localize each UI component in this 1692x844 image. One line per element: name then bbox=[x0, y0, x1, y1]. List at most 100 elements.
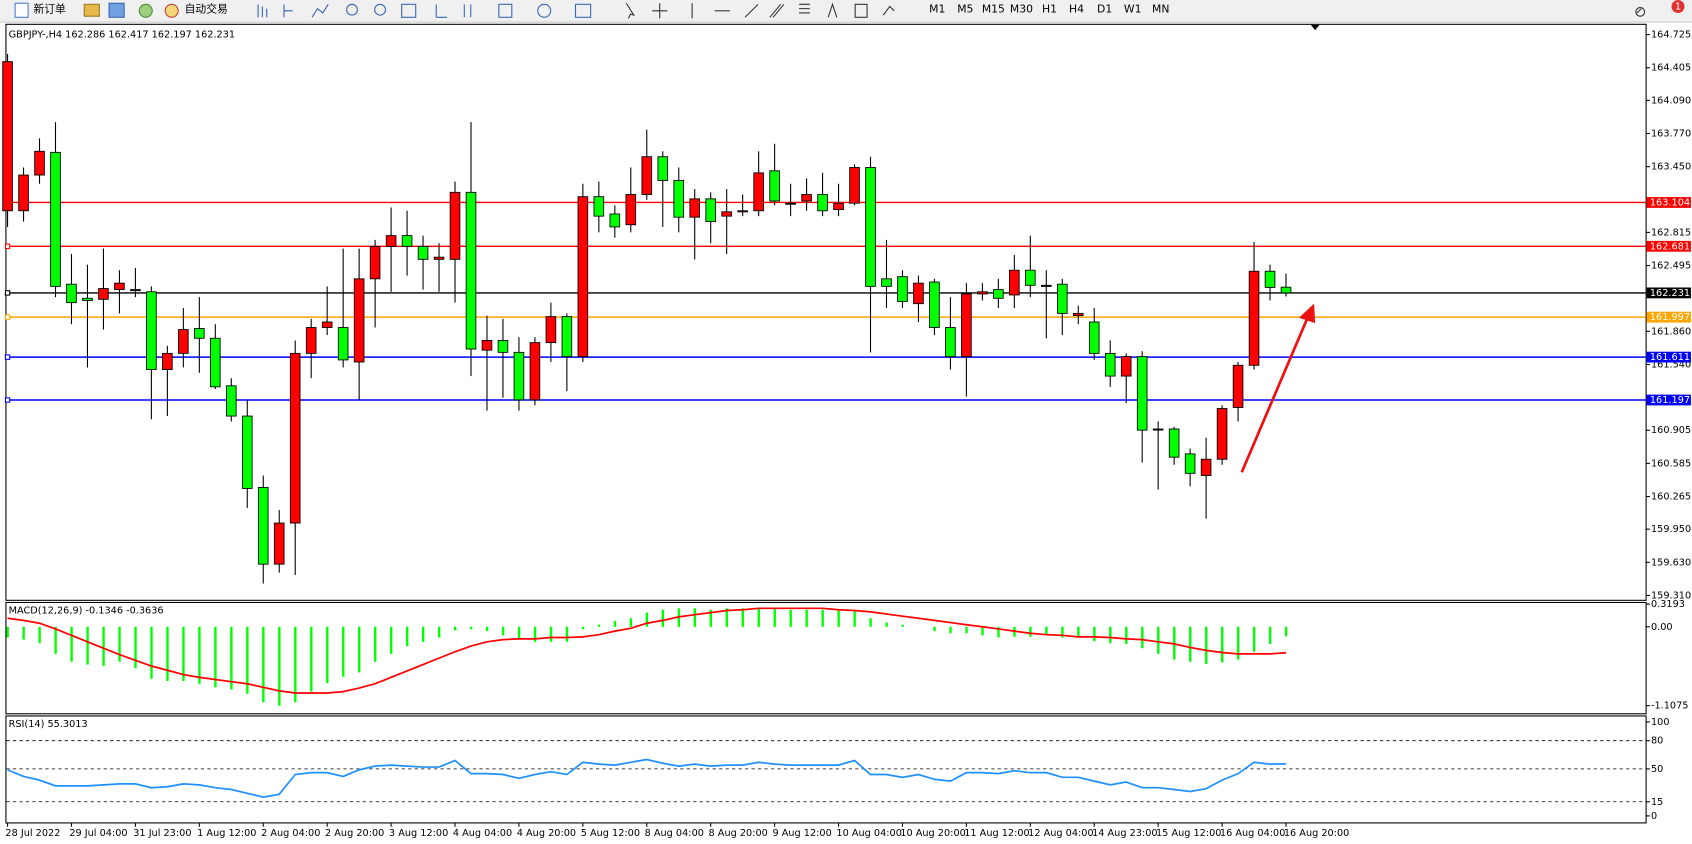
macd-bar bbox=[453, 626, 457, 631]
candle-body bbox=[513, 351, 525, 401]
macd-bar bbox=[86, 626, 89, 665]
macd-bar bbox=[390, 626, 393, 654]
candle-body bbox=[1072, 312, 1084, 317]
timeframe-button[interactable]: M30 bbox=[1010, 3, 1033, 16]
macd-bar bbox=[965, 626, 968, 634]
icon[interactable] bbox=[827, 2, 838, 18]
candle-body bbox=[849, 167, 860, 204]
macd-bar bbox=[533, 626, 537, 642]
icon[interactable] bbox=[311, 4, 329, 18]
y-tick-label: 160.905 bbox=[1651, 425, 1691, 436]
x-tick-label: 12 Aug 04:00 bbox=[1028, 828, 1094, 839]
y-tick-label: 164.405 bbox=[1651, 63, 1691, 74]
icon[interactable] bbox=[463, 4, 472, 18]
candle-body bbox=[225, 385, 237, 417]
candle-body bbox=[593, 196, 605, 217]
macd-bar bbox=[469, 626, 473, 629]
icon[interactable] bbox=[625, 2, 636, 19]
candle-body bbox=[1025, 269, 1036, 286]
candle-body bbox=[66, 283, 77, 304]
icon[interactable] bbox=[652, 3, 668, 19]
macd-bar bbox=[725, 608, 728, 627]
macd-bar bbox=[1109, 626, 1112, 644]
y-tick-label: 50 bbox=[1651, 764, 1663, 775]
candle-body bbox=[481, 340, 493, 351]
candle-body bbox=[465, 191, 477, 350]
notification-badge[interactable] bbox=[1671, 0, 1685, 13]
macd-bar bbox=[230, 626, 233, 690]
macd-bar bbox=[1093, 626, 1096, 642]
timeframe-button[interactable]: MN bbox=[1152, 3, 1169, 16]
icon[interactable] bbox=[744, 3, 759, 18]
icon[interactable] bbox=[498, 3, 513, 18]
macd-bar bbox=[118, 626, 121, 662]
icon[interactable] bbox=[769, 3, 785, 18]
search-icon[interactable] bbox=[1635, 7, 1646, 17]
icon[interactable] bbox=[854, 3, 868, 18]
y-tick-label: 0.3193 bbox=[1651, 599, 1685, 610]
icon[interactable] bbox=[83, 3, 100, 17]
icon[interactable] bbox=[257, 4, 268, 18]
icon[interactable] bbox=[138, 3, 153, 18]
icon[interactable] bbox=[401, 3, 417, 18]
macd-bar bbox=[869, 618, 872, 627]
candle-body bbox=[993, 289, 1004, 299]
macd-bar bbox=[501, 626, 505, 636]
icon[interactable] bbox=[574, 3, 592, 18]
macd-panel bbox=[5, 601, 1647, 715]
candle-body bbox=[1152, 428, 1164, 431]
candle-body bbox=[1056, 283, 1068, 314]
level-label: 162.681 bbox=[1650, 241, 1690, 252]
level-label-bg bbox=[1646, 197, 1691, 208]
macd-bar bbox=[693, 608, 697, 627]
candle-body bbox=[385, 235, 397, 247]
candle-body bbox=[433, 256, 445, 260]
auto-trading-button[interactable]: 自动交易 bbox=[164, 2, 228, 18]
timeframe-button[interactable]: H4 bbox=[1069, 3, 1084, 16]
timeframe-bar: M1 M5 M15 M30 H1 H4 D1 W1 MN bbox=[929, 3, 1169, 16]
x-tick-label: 31 Jul 23:00 bbox=[133, 828, 191, 839]
macd-bar bbox=[901, 624, 904, 627]
macd-bar bbox=[1077, 626, 1080, 638]
candle-body bbox=[369, 245, 381, 280]
macd-bar bbox=[1125, 626, 1128, 644]
level-marker bbox=[4, 397, 11, 403]
candle-body bbox=[305, 327, 317, 354]
candle-body bbox=[833, 202, 844, 211]
icon[interactable] bbox=[374, 3, 387, 16]
macd-bar bbox=[853, 610, 856, 627]
icon[interactable] bbox=[346, 3, 358, 16]
candle-body bbox=[737, 210, 748, 213]
new-order-button[interactable]: 新订单 bbox=[14, 2, 66, 18]
timeframe-button[interactable]: M5 bbox=[957, 3, 973, 16]
price-panel bbox=[5, 23, 1647, 601]
timeframe-button[interactable]: M15 bbox=[982, 3, 1005, 16]
macd-bar bbox=[1284, 626, 1288, 637]
candle-body bbox=[689, 198, 701, 218]
x-tick-label: 29 Jul 04:00 bbox=[69, 828, 127, 839]
icon[interactable] bbox=[283, 4, 293, 18]
timeframe-button[interactable]: D1 bbox=[1097, 3, 1112, 16]
macd-bar bbox=[1252, 626, 1256, 652]
y-tick-label: 159.310 bbox=[1651, 590, 1691, 601]
level-marker bbox=[4, 314, 11, 320]
candle-body bbox=[577, 196, 589, 358]
candle-body bbox=[817, 194, 828, 212]
macd-bar bbox=[6, 626, 9, 638]
x-tick-label: 5 Aug 12:00 bbox=[581, 828, 640, 839]
x-tick-label: 11 Aug 12:00 bbox=[964, 828, 1030, 839]
icon[interactable] bbox=[882, 5, 895, 16]
y-tick-label: 163.770 bbox=[1651, 128, 1691, 139]
icon[interactable] bbox=[108, 2, 125, 18]
icon[interactable] bbox=[799, 3, 810, 14]
timeframe-button[interactable]: W1 bbox=[1124, 3, 1142, 16]
candle-body bbox=[497, 340, 509, 353]
timeframe-button[interactable]: M1 bbox=[929, 3, 945, 16]
icon[interactable] bbox=[435, 4, 448, 18]
macd-bar bbox=[1189, 626, 1192, 662]
icon[interactable] bbox=[537, 3, 552, 18]
timeframe-button[interactable]: H1 bbox=[1042, 3, 1057, 16]
macd-bar bbox=[741, 608, 744, 627]
y-tick-label: 161.860 bbox=[1651, 326, 1691, 337]
y-tick-label: 159.950 bbox=[1651, 524, 1691, 535]
